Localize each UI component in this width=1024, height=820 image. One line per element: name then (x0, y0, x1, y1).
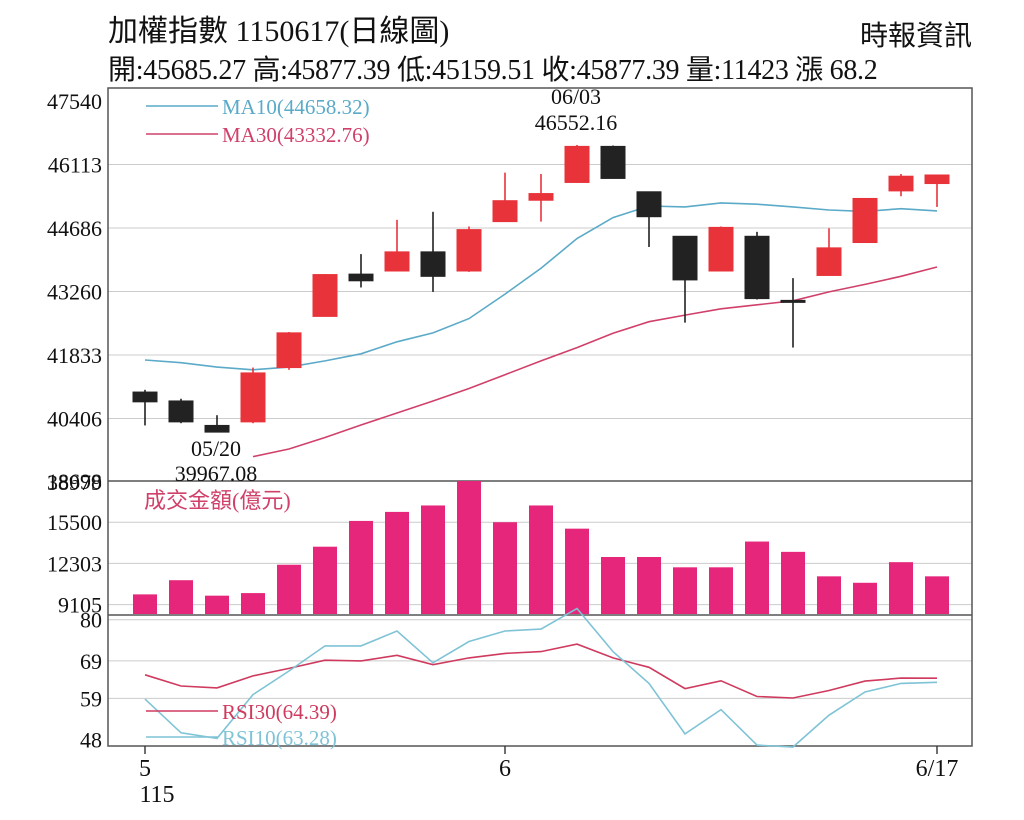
volume-bar (169, 580, 193, 614)
candle-body (672, 235, 698, 281)
volume-bar (889, 562, 913, 614)
candle-body (456, 229, 482, 272)
price-tick-label: 46113 (48, 153, 102, 178)
price-tick-label: 44686 (47, 216, 102, 241)
volume-bar (925, 576, 949, 614)
volume-bar (745, 541, 769, 614)
volume-bar (421, 505, 445, 614)
ohlc-summary: 開:45685.27 高:45877.39 低:45159.51 收:45877… (108, 55, 878, 86)
grid-lines (108, 164, 972, 699)
volume-bar (457, 481, 481, 614)
volume-bar (241, 593, 265, 614)
candle-body (564, 145, 590, 183)
candle-body (240, 372, 266, 423)
x-tick-label: 5 (139, 756, 151, 782)
x-tick-label: 6 (499, 756, 511, 782)
low-date-label: 05/20 (191, 436, 241, 461)
chart-title: 加權指數 1150617(日線圖) (108, 15, 450, 48)
volume-tick-label: 18698 (47, 469, 102, 494)
price-tick-label: 47540 (47, 89, 102, 114)
volume-bar (205, 595, 229, 614)
candlestick-series (132, 144, 950, 433)
rsi-tick-label: 80 (80, 608, 102, 633)
candle-body (636, 191, 662, 218)
candle-body (744, 235, 770, 300)
panel-frames (107, 87, 973, 747)
high-date-label: 06/03 (551, 84, 601, 109)
candle-body (780, 299, 806, 303)
source-label: 時報資訊 (859, 21, 972, 52)
price-tick-label: 43260 (47, 279, 102, 304)
candle-body (168, 400, 194, 423)
volume-bar (133, 594, 157, 614)
candle-body (492, 200, 518, 223)
legend-label: MA30(43332.76) (222, 123, 370, 147)
volume-tick-label: 15500 (47, 510, 102, 535)
volume-bar (601, 557, 625, 614)
rsi-tick-label: 59 (80, 686, 102, 711)
candle-body (528, 193, 554, 201)
volume-bar (853, 582, 877, 614)
chart-frame (107, 87, 973, 747)
price-tick-label: 40406 (47, 406, 102, 431)
legend-label: MA10(44658.32) (222, 95, 370, 119)
candle-body (312, 274, 338, 317)
low-value-label: 39967.08 (175, 461, 258, 486)
volume-tick-label: 12303 (47, 551, 102, 576)
candle-body (204, 424, 230, 433)
candle-body (924, 174, 950, 185)
volume-bar (349, 520, 373, 614)
volume-bar (529, 505, 553, 614)
volume-bar (709, 567, 733, 614)
y-axis-ticks: 47540 46113 44686 43260 41833 40406 3897918698… (47, 89, 102, 753)
rsi-legend-label: RSI30(64.39) (222, 700, 337, 724)
volume-bar (277, 564, 301, 614)
candle-body (348, 273, 374, 282)
candle-body (708, 226, 734, 272)
volume-bar (781, 551, 805, 614)
volume-bar (637, 557, 661, 614)
rsi-tick-label: 48 (80, 728, 102, 753)
price-tick-label: 38979 (47, 470, 102, 495)
candle-body (420, 251, 446, 277)
x-tick-sublabel: 115 (139, 782, 174, 808)
volume-tick-label: 9105 (58, 593, 102, 618)
volume-bar (385, 511, 409, 614)
volume-bar (313, 546, 337, 614)
chart-labels: MA10(44658.32) MA30(43332.76) 成交金額(億元) RSI3… (144, 84, 617, 750)
volume-bar (565, 528, 589, 614)
volume-bars (133, 481, 949, 614)
ma30-line (252, 266, 938, 458)
rsi10-line (144, 607, 938, 748)
x-tick-label: 6/17 (916, 756, 959, 782)
candle-body (132, 391, 158, 403)
rsi-legend-label: RSI10(63.28) (222, 726, 337, 750)
volume-bar (817, 576, 841, 614)
candle-body (384, 251, 410, 272)
candle-body (276, 332, 302, 369)
candle-body (888, 175, 914, 192)
candle-body (852, 197, 878, 244)
rsi-tick-label: 69 (80, 649, 102, 674)
rsi-lines (144, 607, 938, 748)
candle-body (600, 145, 626, 179)
high-value-label: 46552.16 (535, 110, 618, 135)
candle-body (816, 247, 842, 276)
price-tick-label: 41833 (47, 343, 102, 368)
volume-bar (673, 567, 697, 614)
volume-bar (493, 522, 517, 614)
rsi30-line (144, 643, 938, 699)
volume-panel-title: 成交金額(億元) (144, 488, 291, 513)
